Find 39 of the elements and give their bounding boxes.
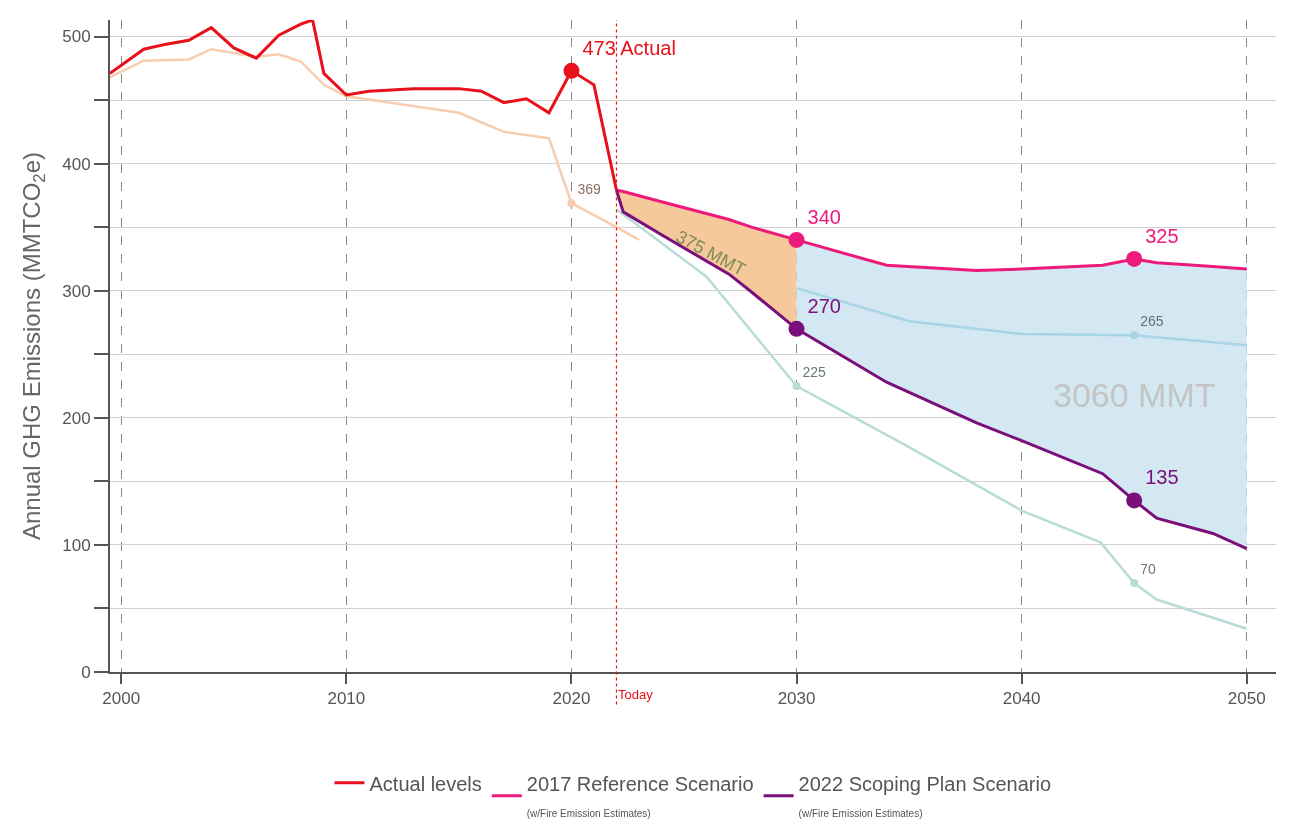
x-tick-label: 2000	[102, 689, 141, 709]
point	[563, 62, 580, 79]
line-series	[615, 208, 1248, 631]
x-tick-label: 2020	[552, 689, 591, 709]
data-label: 325	[1145, 224, 1179, 247]
annotation: 375 MMT	[672, 226, 750, 280]
point	[792, 382, 801, 391]
legend-label: 2017 Reference Scenario (w/Fire Emission Estimates)	[526, 772, 754, 819]
data-label: 265	[1140, 312, 1164, 329]
data-label: 225	[802, 363, 827, 380]
data-label: 70	[1140, 560, 1156, 577]
data-label: 270	[807, 294, 841, 317]
legend-label: 2022 Scoping Plan Scenario (w/Fire Emission Estimates)	[798, 772, 1052, 819]
point	[1130, 331, 1139, 340]
data-label: 340	[807, 205, 841, 228]
data-label: 135	[1145, 466, 1179, 489]
point	[1130, 579, 1139, 588]
x-tick-label: 2010	[327, 689, 366, 709]
legend-label: Actual levels	[369, 772, 482, 795]
point	[788, 231, 805, 248]
point	[788, 320, 805, 337]
line-series	[614, 188, 1249, 551]
y-tick-label: 100	[62, 535, 91, 555]
point	[567, 199, 576, 208]
data-label: 369	[577, 180, 602, 197]
x-tick-label: 2050	[1227, 689, 1266, 709]
y-tick-label: 500	[62, 27, 91, 47]
line-series	[795, 286, 1248, 347]
x-tick-label: 2040	[1002, 689, 1041, 709]
point	[1126, 492, 1143, 509]
y-tick-label: 400	[62, 154, 91, 174]
data-label: 473 Actual	[582, 36, 676, 59]
point	[1126, 250, 1143, 267]
y-tick-label: 300	[62, 281, 91, 301]
y-tick-label: 200	[62, 408, 91, 428]
y-tick-label: 0	[81, 662, 91, 682]
line-series	[614, 188, 1249, 272]
ref-line-label: Today	[618, 687, 654, 702]
x-tick-label: 2030	[777, 689, 816, 709]
